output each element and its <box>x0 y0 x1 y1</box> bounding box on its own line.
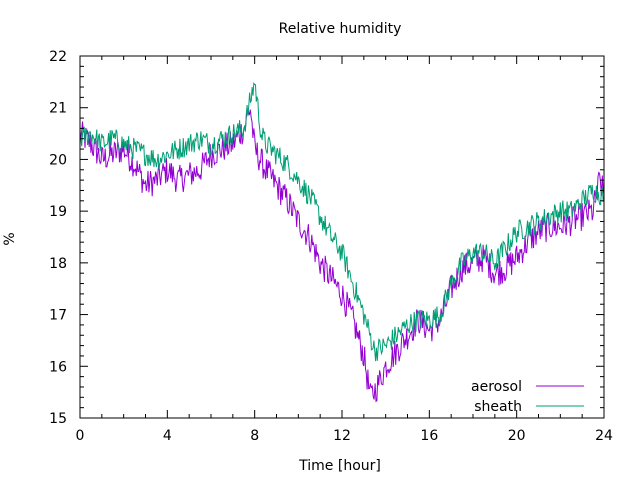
x-tick-label: 20 <box>508 428 526 444</box>
x-tick-label: 8 <box>250 428 259 444</box>
y-tick-label: 16 <box>49 359 67 375</box>
legend: aerosol sheath <box>471 379 584 415</box>
legend-label-aerosol: aerosol <box>471 379 522 395</box>
x-tick-label: 12 <box>333 428 351 444</box>
x-tick-label: 16 <box>420 428 438 444</box>
y-tick-label: 18 <box>49 256 67 272</box>
ticks: 0 4 8 12 16 20 24 15 16 17 18 19 20 21 22 <box>49 49 613 444</box>
chart-title: Relative humidity <box>279 21 402 37</box>
plot-lines <box>79 82 605 403</box>
y-axis-label: % <box>2 232 18 245</box>
y-tick-label: 15 <box>49 411 67 427</box>
x-tick-label: 4 <box>163 428 172 444</box>
y-tick-label: 22 <box>49 49 67 65</box>
x-tick-label: 24 <box>595 428 613 444</box>
legend-label-sheath: sheath <box>474 399 522 415</box>
y-tick-label: 19 <box>49 204 67 220</box>
series-line-aerosol <box>79 109 605 403</box>
x-axis-label: Time [hour] <box>298 458 381 474</box>
y-tick-label: 21 <box>49 101 67 117</box>
y-tick-label: 20 <box>49 152 67 168</box>
y-tick-label: 17 <box>49 308 67 324</box>
series-line-sheath <box>79 82 605 362</box>
x-tick-label: 0 <box>76 428 85 444</box>
